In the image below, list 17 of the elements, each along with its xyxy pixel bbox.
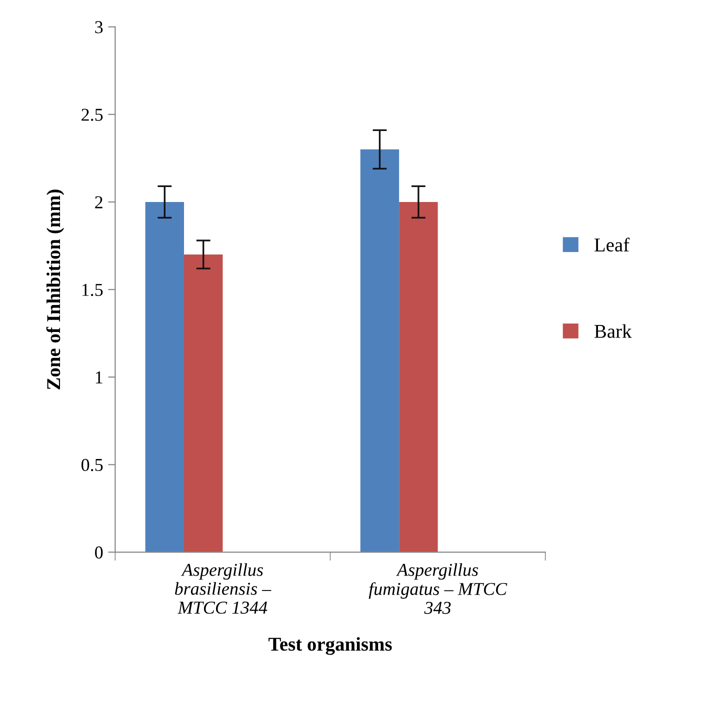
y-tick-label: 0 [95, 546, 103, 559]
legend-label: Leaf [594, 238, 630, 252]
bar [145, 202, 184, 552]
y-tick-label: 0.5 [81, 458, 103, 472]
y-tick-label: 1 [96, 371, 102, 384]
bar [399, 202, 438, 552]
x-tick-label: Aspergillus fumigatus – MTCC 343 [368, 563, 508, 614]
x-axis-title: Test organisms [268, 637, 392, 655]
y-tick-label: 1.5 [82, 284, 103, 296]
y-tick-label: 2 [95, 196, 102, 208]
x-tick-label: Aspergillus brasiliensis – MTCC 1344 [174, 563, 272, 614]
legend-label: Bark [594, 324, 632, 338]
bar [360, 149, 400, 552]
y-axis-title: Zone of Inhibition (mm) [46, 190, 64, 390]
y-tick-label: 2.5 [82, 108, 103, 121]
bar [184, 254, 223, 552]
y-tick-label: 3 [95, 21, 103, 34]
